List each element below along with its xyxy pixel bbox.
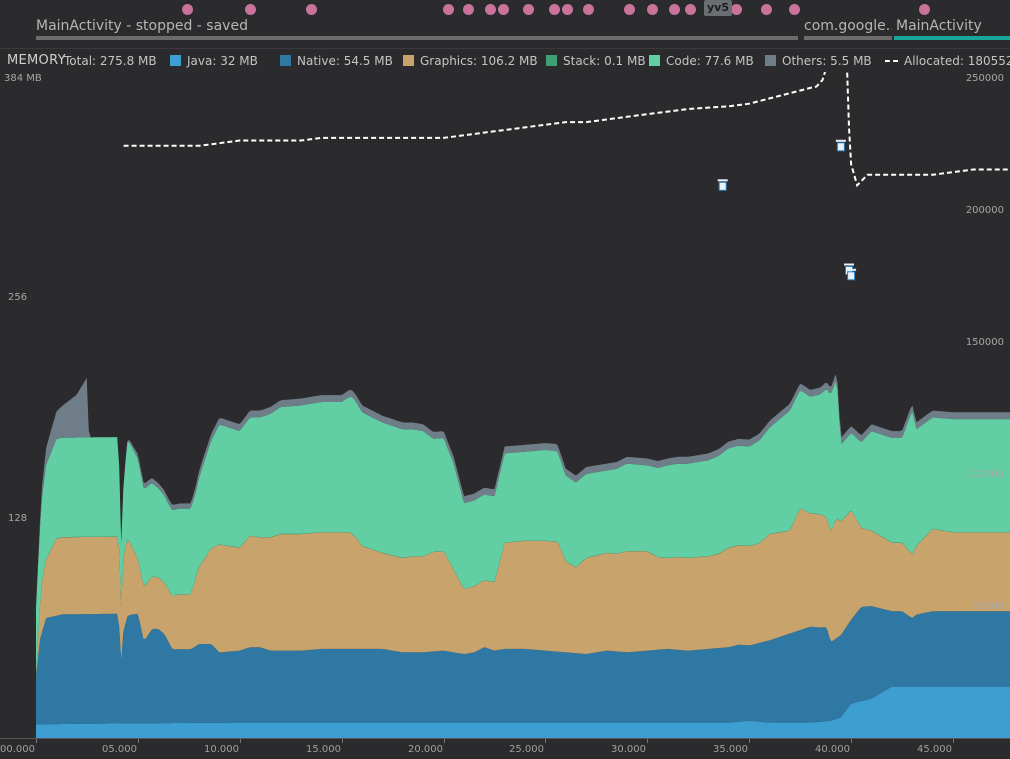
event-dot[interactable]: [182, 4, 193, 15]
x-tick-label: 25.000: [509, 744, 544, 755]
event-dot[interactable]: [685, 4, 696, 15]
allocated-series-line: [123, 72, 1010, 188]
graphics-swatch: [403, 55, 414, 66]
legend-java: Java: 32 MB: [170, 54, 258, 68]
java-swatch: [170, 55, 181, 66]
activity-bar-main[interactable]: [894, 36, 1010, 40]
x-tick: [36, 739, 37, 743]
legend-graphics-label: Graphics: 106.2 MB: [420, 54, 538, 68]
x-tick-label: 05.000: [102, 744, 137, 755]
event-dot[interactable]: [761, 4, 772, 15]
device-badge[interactable]: yv5: [704, 0, 732, 16]
area-java: [36, 686, 1010, 738]
event-dot[interactable]: [789, 4, 800, 15]
event-dot[interactable]: [562, 4, 573, 15]
y-left-label-256: 256: [8, 292, 28, 303]
legend-code: Code: 77.6 MB: [649, 54, 754, 68]
allocated-swatch: [885, 60, 898, 62]
event-dot[interactable]: [463, 4, 474, 15]
time-axis[interactable]: 00.000 05.000 10.000 15.000 20.000 25.000 30.0…: [0, 738, 1010, 759]
x-tick: [444, 739, 445, 743]
x-tick: [749, 739, 750, 743]
y-left-label-384: 384 MB: [4, 73, 42, 84]
x-tick-label: 30.000: [611, 744, 646, 755]
area-code: [36, 381, 1010, 677]
x-tick-label: 35.000: [713, 744, 748, 755]
memory-legend: MEMORY Total: 275.8 MB Java: 32 MB Nativ…: [0, 48, 1010, 73]
y-right-label-150000: 150000: [965, 337, 1004, 348]
activity-label-com-google: com.google....: [804, 18, 892, 34]
event-dot[interactable]: [647, 4, 658, 15]
x-tick-label: 00.000: [0, 744, 35, 755]
activity-bar-com-google[interactable]: [804, 36, 892, 40]
x-tick: [138, 739, 139, 743]
x-tick-label: 40.000: [815, 744, 850, 755]
event-dot[interactable]: [485, 4, 496, 15]
legend-allocated-label: Allocated: 180552: [904, 54, 1010, 68]
x-tick: [647, 739, 648, 743]
event-dot[interactable]: [919, 4, 930, 15]
activity-label-main-stopped: MainActivity - stopped - saved: [36, 18, 248, 34]
legend-java-label: Java: 32 MB: [187, 54, 258, 68]
legend-native-label: Native: 54.5 MB: [297, 54, 393, 68]
legend-code-label: Code: 77.6 MB: [666, 54, 754, 68]
code-swatch: [649, 55, 660, 66]
gc-icon[interactable]: [717, 179, 728, 191]
event-dot[interactable]: [583, 4, 594, 15]
event-timeline: yv5 MainActivity - stopped - saved com.g…: [0, 0, 1010, 46]
legend-stack: Stack: 0.1 MB: [546, 54, 646, 68]
event-dot[interactable]: [523, 4, 534, 15]
event-dot[interactable]: [306, 4, 317, 15]
memory-title: MEMORY: [7, 53, 66, 68]
event-dot[interactable]: [549, 4, 560, 15]
memory-chart[interactable]: [0, 72, 1010, 738]
legend-graphics: Graphics: 106.2 MB: [403, 54, 538, 68]
others-swatch: [765, 55, 776, 66]
activity-label-main: MainActivity: [896, 18, 982, 34]
legend-others: Others: 5.5 MB: [765, 54, 872, 68]
native-swatch: [280, 55, 291, 66]
y-right-label-50000: 50000: [972, 601, 1004, 612]
x-tick-label: 10.000: [204, 744, 239, 755]
x-tick-label: 15.000: [306, 744, 341, 755]
gc-icon[interactable]: [846, 268, 857, 281]
legend-others-label: Others: 5.5 MB: [782, 54, 872, 68]
area-graphics: [36, 508, 1010, 677]
activity-bar-main-stopped[interactable]: [36, 36, 798, 40]
x-tick: [953, 739, 954, 743]
area-native: [36, 606, 1010, 725]
x-tick-label: 45.000: [917, 744, 952, 755]
memory-areas: [36, 374, 1010, 738]
stack-swatch: [546, 55, 557, 66]
x-tick-label: 20.000: [408, 744, 443, 755]
event-dot[interactable]: [731, 4, 742, 15]
gc-icon[interactable]: [835, 139, 846, 152]
gc-markers: [717, 139, 857, 281]
y-right-label-100000: 100000: [965, 469, 1004, 480]
y-right-label-250000: 250000: [965, 73, 1004, 84]
legend-native: Native: 54.5 MB: [280, 54, 393, 68]
event-dot[interactable]: [245, 4, 256, 15]
event-dot[interactable]: [669, 4, 680, 15]
legend-stack-label: Stack: 0.1 MB: [563, 54, 646, 68]
x-tick: [545, 739, 546, 743]
event-dot[interactable]: [443, 4, 454, 15]
x-tick: [851, 739, 852, 743]
x-tick: [240, 739, 241, 743]
event-dot[interactable]: [624, 4, 635, 15]
y-right-label-200000: 200000: [965, 205, 1004, 216]
y-left-label-128: 128: [8, 513, 28, 524]
event-dot[interactable]: [498, 4, 509, 15]
allocated-line: [123, 72, 1010, 188]
legend-allocated: Allocated: 180552: [885, 54, 1010, 68]
x-tick: [342, 739, 343, 743]
legend-total: Total: 275.8 MB: [64, 54, 157, 68]
